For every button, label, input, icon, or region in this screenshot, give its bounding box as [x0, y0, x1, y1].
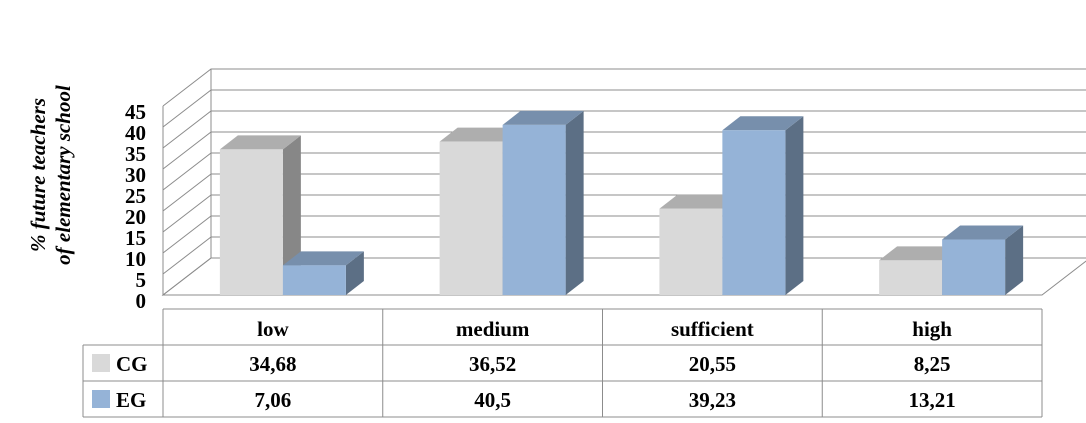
category-label-medium: medium	[456, 317, 530, 341]
legend-label-cg: CG	[116, 352, 148, 376]
gridline-30	[162, 131, 1086, 170]
gridline-45	[162, 68, 1086, 107]
y-axis-label-line-2: of elementary school	[51, 85, 75, 265]
data-label-cg-high: 8,25	[914, 352, 951, 376]
data-label-cg-sufficient: 20,55	[689, 352, 736, 376]
data-label-eg-medium: 40,5	[474, 388, 511, 412]
data-label-cg-medium: 36,52	[469, 352, 516, 376]
category-label-low: low	[257, 317, 289, 341]
category-label-sufficient: sufficient	[671, 317, 754, 341]
gridline-40	[162, 89, 1086, 128]
gridline-20	[162, 173, 1086, 212]
bar-eg-sufficient	[722, 116, 804, 295]
legend-swatch-cg	[92, 354, 110, 372]
category-label-high: high	[912, 317, 952, 341]
y-axis-label: % future teachers of elementary school	[26, 85, 75, 265]
bars	[219, 110, 1024, 296]
bar-eg-low	[282, 251, 364, 295]
y-tick-label-15: 15	[125, 226, 146, 250]
gridline-35	[162, 110, 1086, 149]
y-tick-label-0: 0	[136, 289, 147, 313]
y-tick-label-25: 25	[125, 184, 146, 208]
data-label-eg-high: 13,21	[909, 388, 956, 412]
gridline-25	[162, 152, 1086, 191]
side-wall	[162, 69, 212, 297]
data-label-eg-sufficient: 39,23	[689, 388, 736, 412]
data-label-cg-low: 34,68	[249, 352, 296, 376]
y-axis-label-line-1: % future teachers	[26, 98, 50, 252]
y-tick-label-40: 40	[125, 121, 146, 145]
y-tick-label-45: 45	[125, 100, 146, 124]
y-tick-label-20: 20	[125, 205, 146, 229]
back-wall	[210, 69, 1086, 259]
legend-label-eg: EG	[116, 388, 146, 412]
legend-swatch-eg	[92, 390, 110, 408]
gridline-15	[162, 194, 1086, 233]
y-tick-label-30: 30	[125, 163, 146, 187]
y-tick-label-35: 35	[125, 142, 146, 166]
data-table: low medium sufficient high CG 34,68 36,52 20,55…	[82, 308, 1043, 418]
bar-eg-high	[942, 225, 1024, 295]
data-label-eg-low: 7,06	[255, 388, 292, 412]
y-tick-label-5: 5	[136, 268, 147, 292]
bar-eg-medium	[502, 110, 584, 296]
y-tick-label-10: 10	[125, 247, 146, 271]
